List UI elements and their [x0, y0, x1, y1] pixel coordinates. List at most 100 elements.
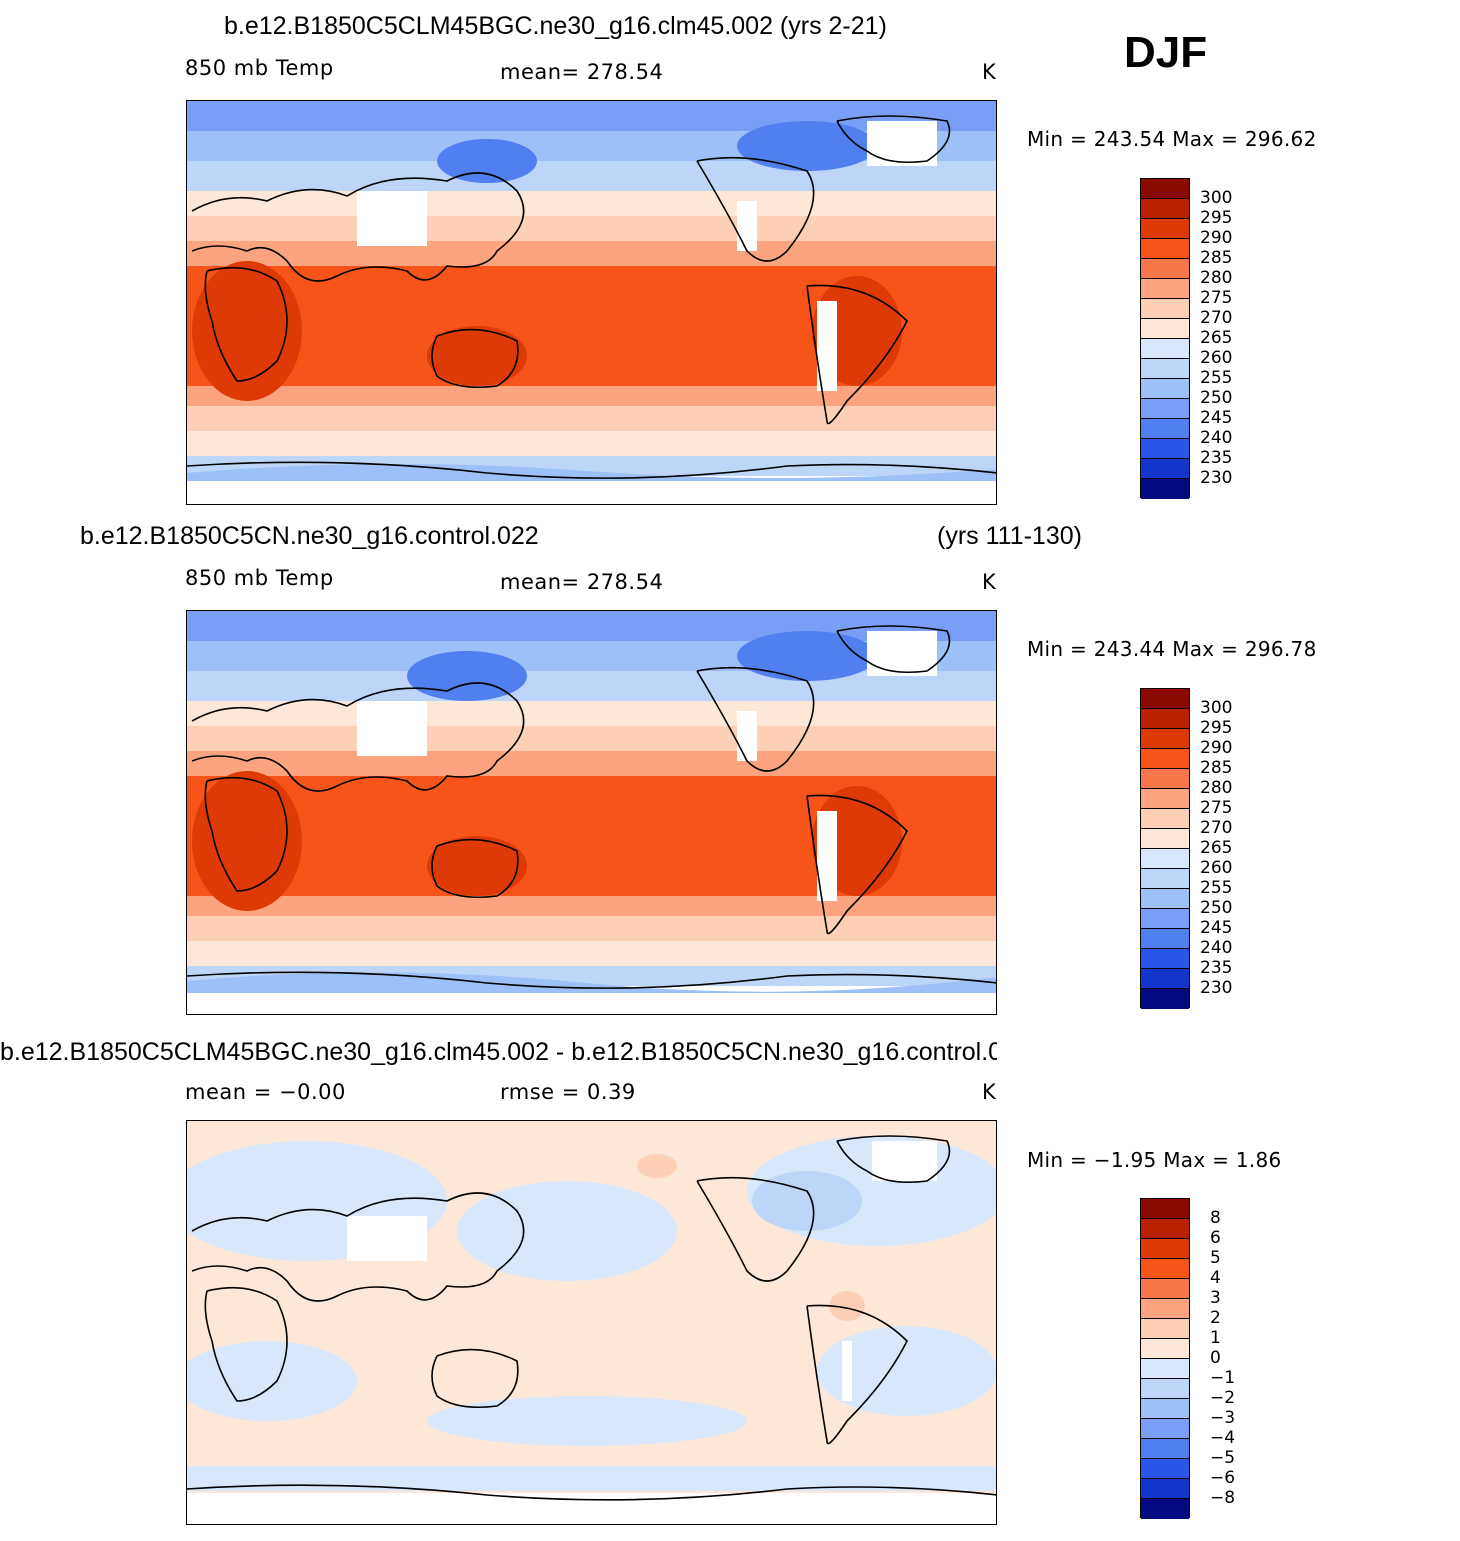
cbar3-swatch [1141, 1459, 1189, 1479]
cbar1-label: 240 [1200, 428, 1233, 448]
cbar2-swatch [1141, 729, 1189, 749]
cbar3-label: −1 [1210, 1368, 1236, 1388]
cbar1-swatch [1141, 259, 1189, 279]
cbar1-label: 280 [1200, 268, 1233, 288]
panel3-colorbar [1140, 1198, 1190, 1519]
cbar2-swatch [1141, 869, 1189, 889]
cbar2-label: 270 [1200, 818, 1233, 838]
cbar1-swatch [1141, 379, 1189, 399]
cbar1-label: 230 [1200, 468, 1233, 488]
cbar2-swatch [1141, 989, 1189, 1009]
cbar3-swatch [1141, 1439, 1189, 1459]
cbar1-label: 285 [1200, 248, 1233, 268]
cbar2-swatch [1141, 929, 1189, 949]
cbar2-label: 280 [1200, 778, 1233, 798]
cbar3-swatch [1141, 1259, 1189, 1279]
cbar2-label: 240 [1200, 938, 1233, 958]
cbar1-swatch [1141, 199, 1189, 219]
panel3-map-field [187, 1121, 996, 1524]
cbar3-label: 5 [1210, 1248, 1221, 1268]
panel3-rmse: rmse = 0.39 [500, 1080, 636, 1104]
cbar1-label: 245 [1200, 408, 1233, 428]
cbar2-label: 300 [1200, 698, 1233, 718]
panel3-mean: mean = −0.00 [185, 1080, 346, 1104]
cbar3-swatch [1141, 1499, 1189, 1519]
cbar3-swatch [1141, 1479, 1189, 1499]
cbar3-swatch [1141, 1319, 1189, 1339]
cbar3-label: −4 [1210, 1428, 1236, 1448]
cbar1-swatch [1141, 239, 1189, 259]
panel3-minmax: Min = −1.95 Max = 1.86 [1027, 1148, 1282, 1172]
panel2-title: b.e12.B1850C5CN.ne30_g16.control.022 [80, 522, 539, 550]
cbar1-swatch [1141, 399, 1189, 419]
cbar1-swatch [1141, 219, 1189, 239]
cbar3-label: 8 [1210, 1208, 1221, 1228]
cbar1-swatch [1141, 439, 1189, 459]
cbar1-label: 290 [1200, 228, 1233, 248]
cbar3-label: −3 [1210, 1408, 1236, 1428]
panel1-field: 850 mb Temp [185, 56, 334, 80]
cbar2-swatch [1141, 829, 1189, 849]
cbar3-label: −8 [1210, 1488, 1236, 1508]
panel2-minmax: Min = 243.44 Max = 296.78 [1027, 637, 1317, 661]
panel2-years: (yrs 111-130) [937, 522, 1082, 550]
cbar2-swatch [1141, 709, 1189, 729]
cbar2-swatch [1141, 809, 1189, 829]
panel1-minmax: Min = 243.54 Max = 296.62 [1027, 127, 1317, 151]
cbar2-swatch [1141, 849, 1189, 869]
cbar3-swatch [1141, 1219, 1189, 1239]
cbar2-label: 230 [1200, 978, 1233, 998]
panel2-colorbar [1140, 688, 1190, 1009]
panel3-map [186, 1120, 997, 1525]
cbar2-label: 275 [1200, 798, 1233, 818]
panel3-units: K [982, 1080, 997, 1104]
cbar2-label: 260 [1200, 858, 1233, 878]
cbar1-label: 275 [1200, 288, 1233, 308]
cbar3-swatch [1141, 1279, 1189, 1299]
cbar1-label: 300 [1200, 188, 1233, 208]
cbar3-swatch [1141, 1419, 1189, 1439]
panel1-colorbar [1140, 178, 1190, 499]
cbar3-swatch [1141, 1299, 1189, 1319]
cbar1-swatch [1141, 479, 1189, 499]
cbar3-label: 3 [1210, 1288, 1221, 1308]
panel2-units: K [982, 570, 997, 594]
cbar2-swatch [1141, 909, 1189, 929]
cbar1-label: 255 [1200, 368, 1233, 388]
cbar2-label: 285 [1200, 758, 1233, 778]
cbar3-swatch [1141, 1359, 1189, 1379]
cbar2-label: 295 [1200, 718, 1233, 738]
cbar1-swatch [1141, 279, 1189, 299]
cbar3-label: 4 [1210, 1268, 1221, 1288]
panel1-map-field [187, 101, 996, 504]
cbar3-swatch [1141, 1379, 1189, 1399]
cbar1-label: 250 [1200, 388, 1233, 408]
panel2-mean: mean= 278.54 [500, 570, 664, 594]
cbar1-swatch [1141, 179, 1189, 199]
cbar1-swatch [1141, 359, 1189, 379]
cbar3-label: 2 [1210, 1308, 1221, 1328]
cbar2-label: 265 [1200, 838, 1233, 858]
panel2-map-field [187, 611, 996, 1014]
cbar1-label: 260 [1200, 348, 1233, 368]
cbar1-swatch [1141, 419, 1189, 439]
cbar1-label: 270 [1200, 308, 1233, 328]
cbar3-swatch [1141, 1199, 1189, 1219]
cbar2-swatch [1141, 749, 1189, 769]
cbar1-swatch [1141, 459, 1189, 479]
cbar3-label: 1 [1210, 1328, 1221, 1348]
cbar2-label: 255 [1200, 878, 1233, 898]
cbar2-swatch [1141, 949, 1189, 969]
panel1-map [186, 100, 997, 505]
cbar2-swatch [1141, 689, 1189, 709]
cbar2-swatch [1141, 969, 1189, 989]
cbar2-swatch [1141, 789, 1189, 809]
cbar3-swatch [1141, 1239, 1189, 1259]
cbar1-label: 235 [1200, 448, 1233, 468]
season-label: DJF [1124, 28, 1208, 77]
cbar1-swatch [1141, 339, 1189, 359]
cbar3-label: 0 [1210, 1348, 1221, 1368]
panel3-title: b.e12.B1850C5CLM45BGC.ne30_g16.clm45.002… [0, 1038, 997, 1066]
cbar2-label: 245 [1200, 918, 1233, 938]
cbar3-label: 6 [1210, 1228, 1221, 1248]
